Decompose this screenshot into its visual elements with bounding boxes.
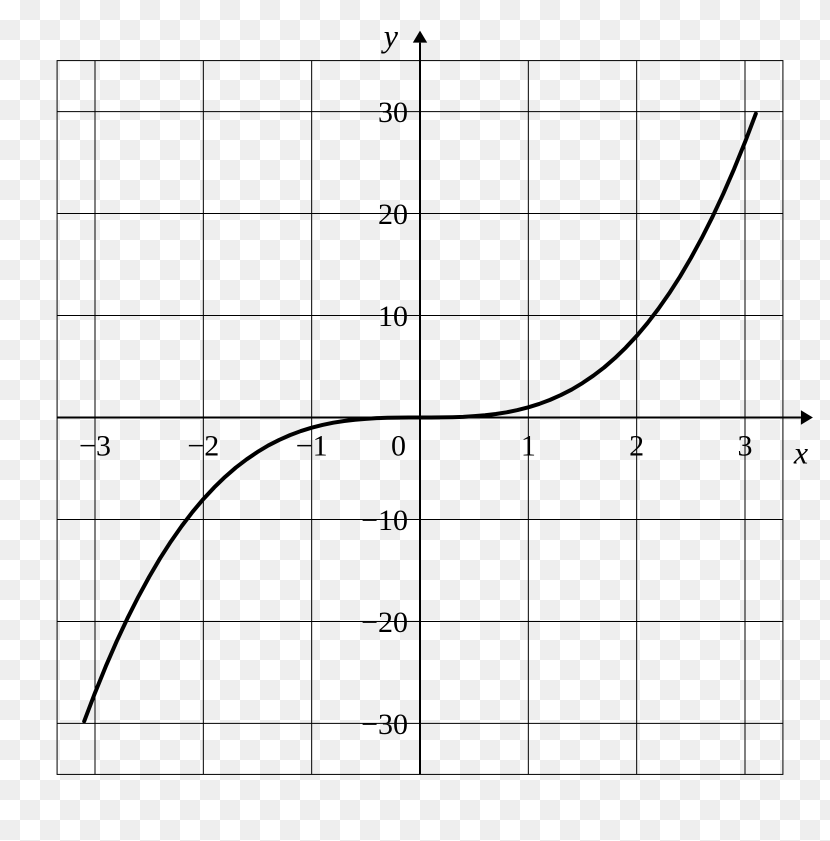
x-tick-label: −2 (187, 430, 219, 463)
y-axis-label: y (381, 18, 399, 54)
y-tick-label: −10 (361, 504, 408, 537)
y-tick-label: 10 (378, 300, 408, 333)
x-axis-arrow (801, 410, 813, 424)
x-axis-label: x (793, 435, 808, 471)
x-tick-label: 3 (738, 430, 753, 463)
x-tick-label: 0 (391, 430, 406, 463)
chart-root: −3−2−10123−30−20−10102030xy (0, 0, 830, 841)
y-tick-label: 30 (378, 96, 408, 129)
x-tick-label: −1 (296, 430, 328, 463)
y-tick-label: 20 (378, 198, 408, 231)
y-tick-label: −20 (361, 606, 408, 639)
cubic-plot-svg: −3−2−10123−30−20−10102030xy (0, 0, 830, 841)
y-tick-label: −30 (361, 708, 408, 741)
y-axis-arrow (413, 31, 427, 43)
x-tick-label: 1 (521, 430, 536, 463)
x-tick-label: −3 (79, 430, 111, 463)
x-tick-label: 2 (629, 430, 644, 463)
